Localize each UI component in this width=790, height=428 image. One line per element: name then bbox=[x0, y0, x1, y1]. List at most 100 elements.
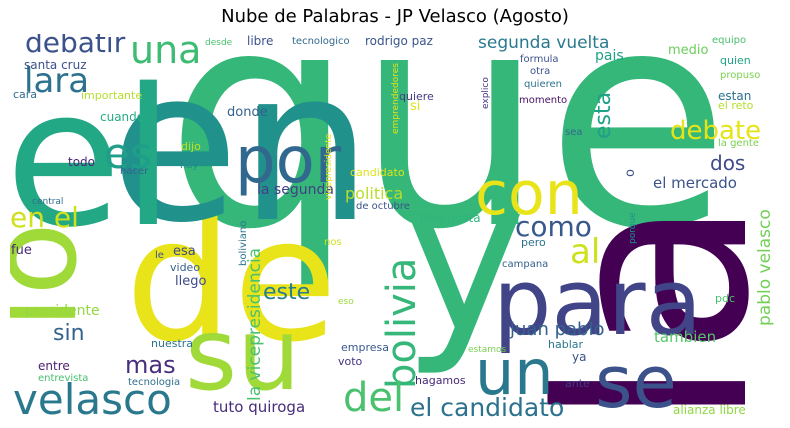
word-al: al bbox=[570, 232, 600, 272]
word-candidato: candidato bbox=[350, 166, 405, 179]
word-por: por bbox=[235, 124, 342, 198]
word-lara: lara bbox=[24, 61, 89, 101]
word-la-segunda: la segunda bbox=[257, 182, 334, 198]
word-sin: sin bbox=[53, 321, 85, 346]
word-sea: sea bbox=[565, 127, 583, 138]
word-cara: cara bbox=[13, 88, 37, 101]
word-video: video bbox=[170, 261, 200, 274]
word-juan-pablo: juan pablo bbox=[509, 319, 604, 340]
word-quiere: quiere bbox=[399, 90, 434, 103]
word-santa-cruz: santa cruz bbox=[24, 58, 87, 72]
word-su: su bbox=[185, 296, 300, 413]
word-como: como bbox=[515, 210, 592, 243]
word-hagamos: hagamos bbox=[415, 374, 466, 387]
word-este: este bbox=[263, 280, 310, 305]
word-se: se bbox=[595, 340, 677, 420]
word-el-mercado: el mercado bbox=[653, 174, 737, 192]
word-entre: entre bbox=[38, 359, 70, 373]
word-medio: medio bbox=[668, 43, 709, 58]
word-si: si bbox=[410, 99, 420, 114]
word-dos: dos bbox=[710, 151, 745, 175]
word-central: central bbox=[32, 197, 63, 207]
word-nuestra: nuestra bbox=[151, 337, 193, 350]
word-mas: mas bbox=[125, 351, 176, 379]
word-una: una bbox=[130, 34, 201, 72]
word-rodrigo-paz: rodrigo paz bbox=[365, 34, 433, 48]
word-formula: formula bbox=[520, 54, 559, 65]
word-importante: importante bbox=[81, 89, 142, 102]
word-estamos: estamos bbox=[468, 345, 507, 355]
word-un: un bbox=[475, 336, 554, 409]
word-es: es bbox=[104, 129, 152, 178]
word-tuto-quiroga: tuto quiroga bbox=[213, 398, 305, 416]
word-le: le bbox=[155, 250, 164, 261]
word-bolivia: bolivia bbox=[379, 258, 425, 389]
word-hablar: hablar bbox=[548, 338, 583, 351]
word-en-el: en el bbox=[10, 201, 79, 234]
word-el: el bbox=[10, 48, 175, 269]
word-esta: esta bbox=[591, 92, 616, 139]
word-la-vicepresidencia: la vicepresidencia bbox=[245, 248, 265, 401]
word-desde: desde bbox=[205, 38, 233, 48]
word-de: de bbox=[125, 182, 338, 380]
word-emprendedores: emprendedores bbox=[391, 63, 401, 134]
word-pablo-velasco: pablo velasco bbox=[755, 209, 775, 326]
word-pero: pero bbox=[521, 236, 546, 249]
word-del: del bbox=[343, 375, 404, 420]
word-porque: porque bbox=[628, 212, 638, 244]
word-momento: momento bbox=[519, 95, 567, 106]
word-libre: libre bbox=[247, 34, 273, 48]
word-ante: ante bbox=[565, 377, 590, 390]
word-debate: debate bbox=[670, 116, 761, 146]
word-que: que bbox=[165, 34, 730, 295]
word-tecnologico: tecnologico bbox=[292, 36, 350, 47]
word-cloud: que de la en el y lo su para se un por con velasco bol… bbox=[10, 34, 780, 420]
word-propuesta: propuesta bbox=[420, 211, 481, 225]
word-con: con bbox=[475, 159, 583, 229]
word-en: en bbox=[110, 34, 372, 269]
word-alianza-libre: alianza libre bbox=[673, 403, 746, 417]
word-y: y bbox=[402, 134, 526, 379]
word-presidente: presidente bbox=[25, 303, 100, 319]
word-todo: todo bbox=[68, 155, 95, 169]
word-quieren: quieren bbox=[524, 79, 562, 90]
word-cuando: cuando bbox=[100, 110, 144, 124]
word-boliviano: boliviano bbox=[238, 221, 249, 266]
word-velasco: velasco bbox=[13, 375, 172, 420]
word-estan: estan bbox=[718, 89, 751, 103]
word-segunda-vuelta: segunda vuelta bbox=[478, 34, 609, 53]
word-la-gente: la gente bbox=[718, 138, 759, 149]
word-pdc: pdc bbox=[715, 292, 735, 305]
word-explico: explico bbox=[481, 77, 491, 109]
word-llego: llego bbox=[175, 274, 206, 289]
word-el-reto: el reto bbox=[718, 99, 754, 112]
word-o: o bbox=[623, 169, 638, 177]
word-de-octubre: de octubre bbox=[356, 201, 410, 212]
word-propuso: propuso bbox=[720, 70, 760, 81]
word-tecnologia: tecnologia bbox=[128, 377, 180, 388]
word-entrevista: entrevista bbox=[38, 373, 88, 384]
word-fue: fue bbox=[11, 243, 32, 258]
chart-title: Nube de Palabras - JP Velasco (Agosto) bbox=[221, 6, 569, 27]
word-hay: hay bbox=[180, 160, 198, 171]
word-ya: ya bbox=[572, 350, 586, 364]
word-esa: esa bbox=[173, 244, 196, 259]
word-debatir: debatir bbox=[25, 34, 126, 59]
word-politica: politica bbox=[345, 184, 403, 203]
word-dijo: dijo bbox=[181, 140, 201, 153]
word-voto: voto bbox=[338, 355, 363, 368]
word-nos: nos bbox=[324, 237, 342, 248]
word-vicepresidente: vicepresidente bbox=[324, 133, 334, 200]
word-el-candidato: el candidato bbox=[410, 393, 564, 420]
word-pais: pais bbox=[595, 48, 624, 64]
word-tambien: tambien bbox=[654, 328, 716, 346]
word-la: la bbox=[505, 197, 780, 420]
word-hacer: hacer bbox=[120, 166, 149, 177]
word-donde: donde bbox=[227, 105, 268, 120]
word-para: para bbox=[493, 249, 702, 356]
word-empresa: empresa bbox=[341, 341, 389, 354]
word-campana: campana bbox=[502, 259, 548, 270]
word-eso: eso bbox=[338, 297, 354, 307]
word-quien: quien bbox=[720, 54, 751, 67]
